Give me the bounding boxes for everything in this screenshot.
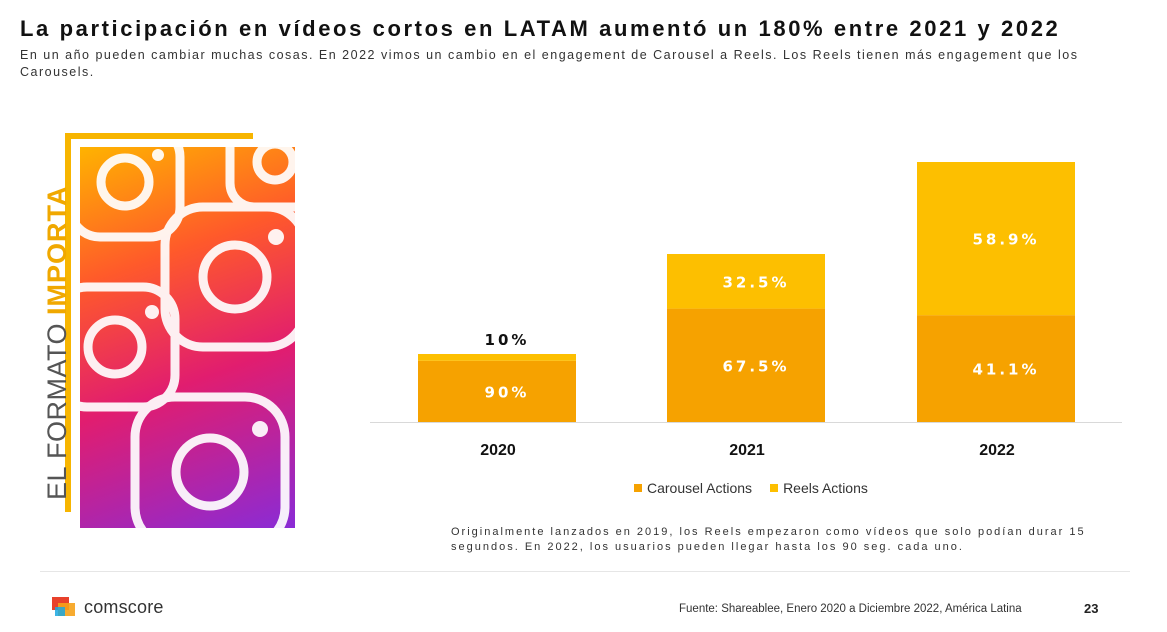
comscore-logo-icon (52, 597, 76, 617)
legend-item-carousel: Carousel Actions (634, 480, 752, 496)
bar-reels-actions-2021 (667, 254, 825, 309)
chart-legend: Carousel Actions Reels Actions (634, 479, 886, 497)
bar-carousel-actions-2021 (667, 308, 825, 422)
side-banner-accent: IMPORTA (42, 185, 72, 315)
bar-carousel-actions-2022 (917, 315, 1075, 422)
x-tick-label-2021: 2021 (729, 442, 765, 459)
legend-swatch-reels (770, 484, 779, 492)
bar-reels-actions-2022 (917, 162, 1075, 316)
side-banner-plain: EL FORMATO (42, 314, 72, 500)
data-label-carousel-actions-2020: 90% (485, 383, 530, 401)
data-label-reels-actions-2021: 32.5% (722, 273, 789, 291)
legend-item-reels: Reels Actions (770, 480, 868, 496)
legend-swatch-carousel (634, 484, 642, 492)
comscore-logo: comscore (52, 596, 164, 618)
legend-label-reels: Reels Actions (783, 480, 868, 496)
legend-label-carousel: Carousel Actions (647, 480, 753, 496)
data-label-carousel-actions-2022: 41.1% (972, 361, 1039, 379)
side-banner: EL FORMATO IMPORTA (42, 185, 73, 500)
data-label-carousel-actions-2021: 67.5% (722, 357, 789, 375)
comscore-logo-text: comscore (84, 596, 164, 617)
data-label-reels-actions-2020: 10% (485, 331, 530, 349)
reels-note: Originalmente lanzados en 2019, los Reel… (451, 526, 1086, 553)
source-note: Fuente: Shareablee, Enero 2020 a Diciemb… (679, 603, 1022, 615)
page-number: 23 (1084, 601, 1099, 616)
stacked-bar-chart: 90% 10% 2020 67.5% 32.5% 2021 41.1% 58.9% 2022 (360, 140, 1140, 470)
bar-reels-actions-2020 (418, 354, 576, 361)
x-tick-label-2020: 2020 (480, 442, 516, 459)
x-tick-label-2022: 2022 (979, 442, 1015, 459)
bar-carousel-actions-2020 (418, 360, 576, 422)
footer-divider (40, 571, 1130, 572)
data-label-reels-actions-2022: 58.9% (972, 231, 1039, 249)
page-title: La participación en vídeos cortos en LAT… (20, 16, 1061, 41)
instagram-icons-image (80, 147, 295, 528)
page-subtitle: En un año pueden cambiar muchas cosas. E… (20, 48, 1079, 79)
decorative-frame (65, 133, 253, 512)
